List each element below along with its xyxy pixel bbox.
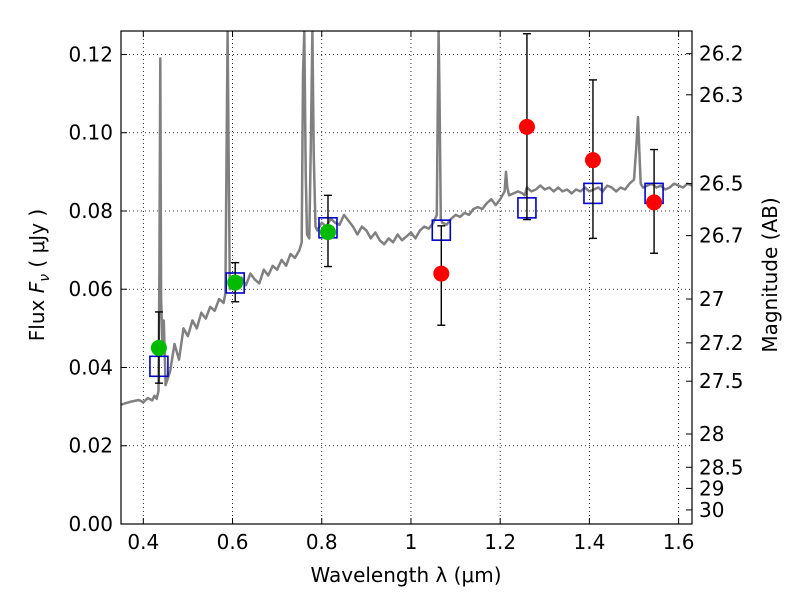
markers-layer [149, 33, 664, 384]
mag-tick-label: 26.3 [699, 83, 744, 107]
mag-tick-label: 27.2 [699, 331, 744, 355]
mag-tick-label: 27.5 [699, 369, 744, 393]
y-tick-label: 0.10 [68, 121, 113, 145]
observed-point-red [584, 152, 601, 169]
mag-tick-label: 29 [699, 476, 724, 500]
mag-tick-label: 26.5 [699, 172, 744, 196]
model-sed-line-layer [121, 31, 692, 406]
mag-tick-label: 27 [699, 287, 724, 311]
x-tick-label: 1 [405, 530, 418, 554]
y-axis-left-title: Flux Fν ( μJy ) [25, 209, 53, 341]
y-axis-right-title: Magnitude (AB) [758, 197, 782, 352]
mag-tick-label: 26.2 [699, 42, 744, 66]
observed-point-green [319, 224, 336, 241]
y-tick-label: 0.00 [68, 512, 113, 536]
observed-point-green [227, 274, 244, 291]
x-tick-label: 0.8 [306, 530, 338, 554]
x-tick-label: 1.4 [573, 530, 605, 554]
x-tick-label: 1.2 [484, 530, 516, 554]
model-sed-line [121, 31, 692, 406]
x-tick-label: 1.6 [663, 530, 695, 554]
mag-tick-label: 30 [699, 498, 724, 522]
grid [121, 31, 692, 525]
mag-tick-label: 26.7 [699, 224, 744, 248]
observed-point-red [433, 265, 450, 282]
x-tick-label: 0.6 [217, 530, 249, 554]
x-axis-title: Wavelength λ (μm) [310, 563, 501, 587]
observed-point-red [518, 118, 535, 135]
x-tick-label: 0.4 [127, 530, 159, 554]
observed-point-green [150, 339, 167, 356]
ticks: 0.4 0.6 0.8 1 1.2 1.4 1.6 0.00 0.02 0.04 0.06 0.08 0… [68, 31, 744, 554]
mag-tick-label: 28 [699, 422, 724, 446]
mag-tick-label: 28.5 [699, 455, 744, 479]
y-tick-label: 0.02 [68, 434, 113, 458]
observed-point-red [646, 194, 663, 211]
plot-frame [120, 30, 693, 525]
y-tick-label: 0.04 [68, 355, 113, 379]
y-tick-label: 0.08 [68, 199, 113, 223]
y-tick-label: 0.12 [68, 42, 113, 66]
y-tick-label: 0.06 [68, 277, 113, 301]
